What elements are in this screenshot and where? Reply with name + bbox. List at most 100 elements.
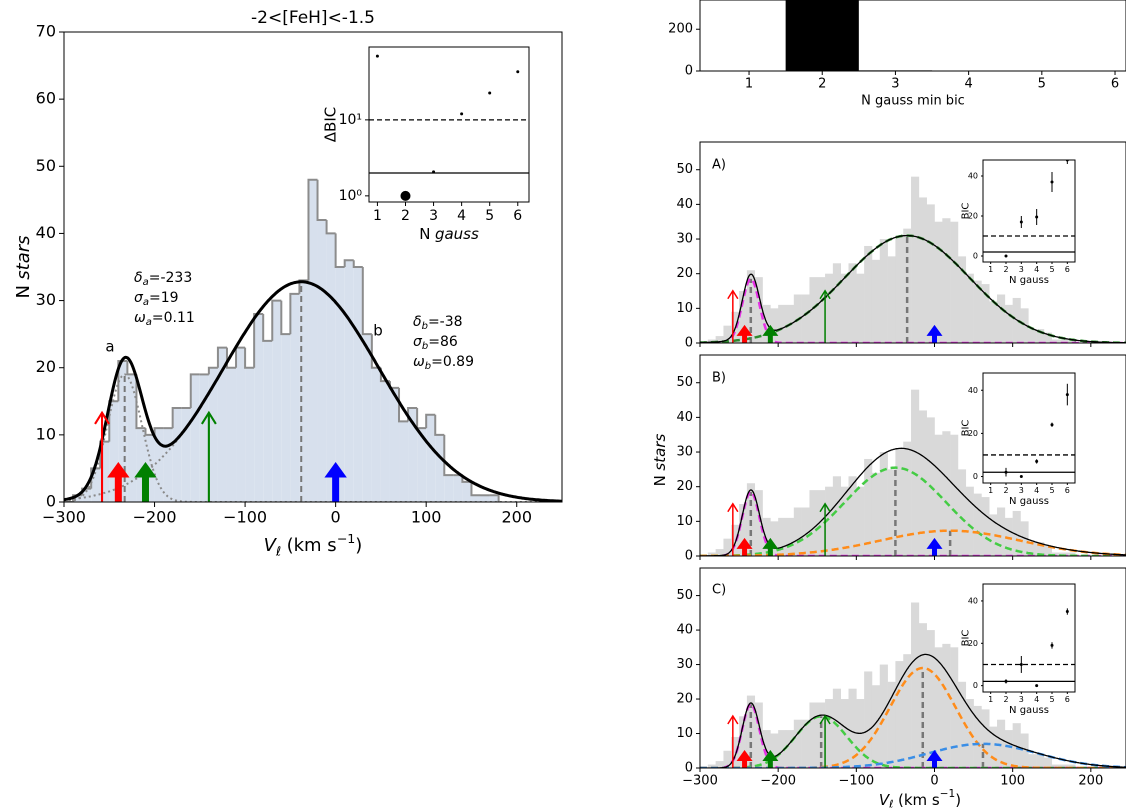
- histogram-bar: [918, 197, 927, 343]
- y-tick-label: 50: [36, 156, 56, 175]
- histogram-bar: [950, 647, 959, 768]
- parameter-subscript: b: [422, 321, 428, 332]
- histogram-edge: [470, 481, 481, 497]
- histogram-bar: [739, 716, 748, 768]
- point: [1065, 393, 1069, 397]
- label-part: stars: [13, 235, 34, 279]
- arrow: [819, 714, 831, 768]
- histogram-bar: [1051, 552, 1060, 556]
- x-tick-label: 3: [1019, 265, 1024, 274]
- histogram-bar: [707, 764, 716, 768]
- histogram-bar: [715, 761, 724, 768]
- parameter-text: σa=19: [134, 290, 179, 308]
- axes-frame: [699, 141, 1126, 344]
- histogram-bar: [290, 293, 300, 502]
- histogram-bar: [817, 490, 826, 556]
- x-tick-label: 1: [373, 208, 382, 224]
- arrow-shaft: [332, 476, 340, 502]
- histogram-bar: [871, 472, 881, 556]
- histogram-edge: [189, 373, 200, 408]
- axes-frame: [63, 31, 563, 503]
- y-tick-label: 30: [676, 657, 693, 672]
- y-tick-label: 50: [676, 588, 693, 603]
- histogram-edge: [307, 178, 318, 281]
- y-tick-label: 10: [676, 514, 693, 529]
- histogram-bar: [723, 325, 732, 343]
- histogram-bar: [942, 431, 951, 556]
- histogram-bar: [793, 507, 802, 556]
- label-part: N: [13, 285, 34, 298]
- x-tick-label: 0: [930, 774, 938, 789]
- parameter-subscript: a: [146, 317, 152, 328]
- histogram-edge: [434, 414, 445, 436]
- point: [1004, 254, 1008, 258]
- arrow: [819, 289, 831, 343]
- label-part: ℓ: [888, 799, 893, 809]
- histogram-bar: [1043, 757, 1053, 768]
- histogram-bar: [1012, 510, 1021, 556]
- histogram-bar: [426, 414, 436, 502]
- y-tick-label: 10: [36, 424, 56, 443]
- x-tick-label: −200: [760, 774, 796, 789]
- histogram-edge: [117, 360, 128, 402]
- label-part: V: [264, 535, 278, 556]
- histogram-bar: [326, 233, 336, 502]
- histogram-bar: [989, 301, 998, 343]
- point: [1050, 180, 1054, 184]
- histogram-edge: [352, 260, 363, 268]
- arrow-head: [200, 410, 217, 425]
- y-tick-label: 70: [36, 22, 56, 41]
- histogram-bar: [190, 374, 200, 502]
- x-tick-label: −300: [682, 774, 718, 789]
- point: [1065, 610, 1069, 614]
- histogram-bar: [754, 490, 763, 556]
- x-tick-label: 100: [411, 508, 442, 527]
- histogram-bar: [997, 294, 1006, 343]
- histogram-bar: [335, 267, 345, 502]
- arrow-head: [727, 502, 739, 513]
- histogram-edge: [262, 314, 273, 342]
- parameter-symbol: ω: [134, 310, 146, 326]
- histogram-bar: [1067, 552, 1076, 556]
- histogram-bar: [926, 630, 935, 768]
- y-tick-label: 10⁰: [339, 188, 363, 204]
- y-tick-label: 10: [676, 301, 693, 316]
- histogram-edge: [126, 361, 137, 376]
- arrow-shaft: [141, 476, 149, 502]
- arrow-head: [762, 324, 779, 336]
- histogram-bar: [809, 702, 818, 768]
- histogram-edge: [489, 494, 500, 502]
- x-axis-label: Vℓ (km s−1): [264, 530, 363, 558]
- histogram-bar: [770, 308, 779, 343]
- y-tick-label: 40: [36, 223, 56, 242]
- histogram-edge: [334, 233, 345, 268]
- histogram-bar: [217, 347, 227, 502]
- histogram-bar: [254, 314, 264, 502]
- histogram-bar: [715, 549, 724, 556]
- histogram-edge: [171, 407, 182, 429]
- histogram-bar: [793, 719, 802, 768]
- histogram-bar: [462, 481, 472, 502]
- histogram-bar: [299, 280, 309, 502]
- histogram-bar: [950, 221, 959, 343]
- y-tick-label: 10: [676, 726, 693, 741]
- histogram-bar: [389, 387, 400, 502]
- panel-label: C): [712, 583, 726, 598]
- histogram-bar: [778, 517, 787, 556]
- histogram-bar: [762, 517, 771, 556]
- histogram-bar: [957, 256, 967, 343]
- x-tick-label: 2: [1003, 695, 1008, 704]
- arrow-head: [926, 750, 943, 761]
- histogram-bar: [848, 688, 857, 768]
- histogram-edge: [271, 299, 282, 341]
- histogram-bar: [1043, 332, 1053, 343]
- histogram-bar: [887, 469, 896, 556]
- histogram-bar: [739, 291, 748, 343]
- label-part: (km s: [287, 535, 337, 556]
- histogram-bar: [471, 495, 481, 502]
- histogram-bar: [715, 336, 724, 343]
- arrow: [926, 537, 943, 556]
- axes-frame: [699, 567, 1126, 769]
- x-tick-label: 1: [988, 695, 993, 704]
